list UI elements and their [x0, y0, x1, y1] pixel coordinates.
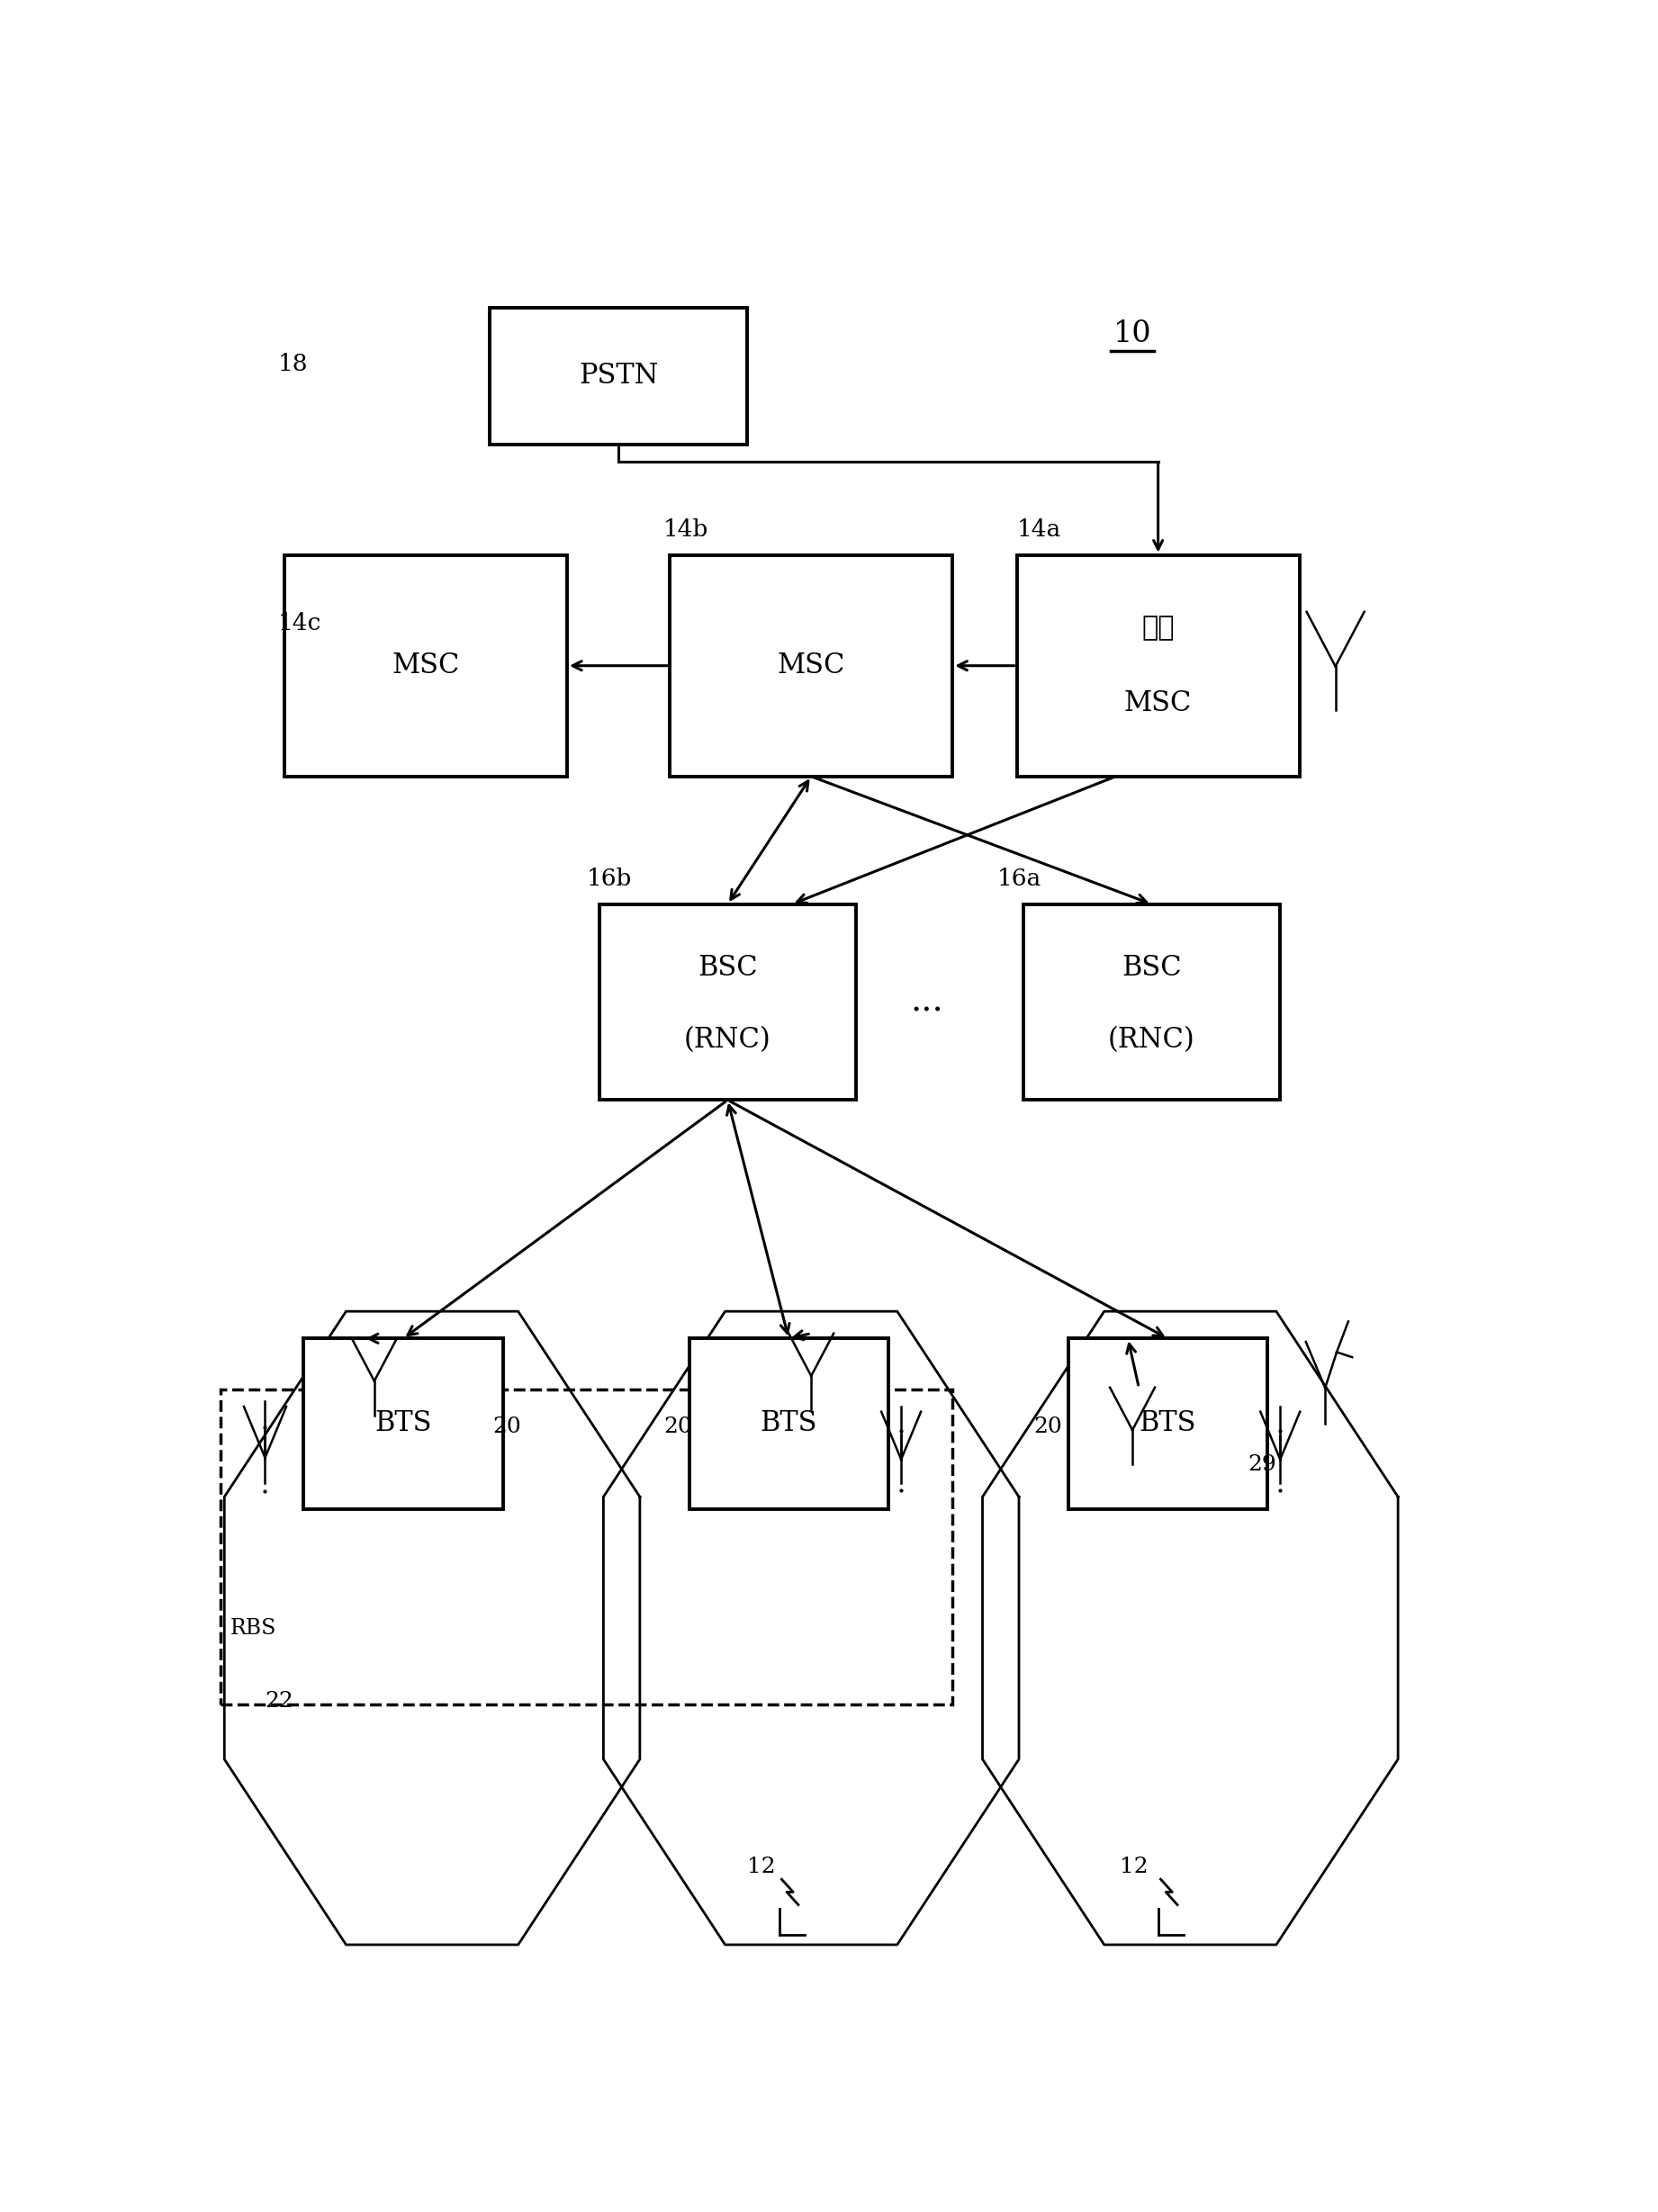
Text: 20: 20	[492, 1416, 521, 1438]
Text: 22: 22	[265, 1690, 293, 1712]
Text: (RNC): (RNC)	[685, 1026, 771, 1053]
Text: 14b: 14b	[663, 518, 708, 540]
Bar	[670, 555, 952, 776]
Text: 18: 18	[279, 354, 308, 376]
Bar	[491, 307, 746, 445]
Bar	[285, 555, 567, 776]
Bar	[1023, 905, 1280, 1099]
Text: (RNC): (RNC)	[1108, 1026, 1195, 1053]
Text: BSC: BSC	[1122, 953, 1182, 982]
Bar	[1016, 555, 1300, 776]
Text: 12: 12	[746, 1856, 776, 1876]
Text: MSC: MSC	[391, 653, 459, 679]
Text: 20: 20	[663, 1416, 691, 1438]
Text: RBS: RBS	[230, 1617, 277, 1639]
Text: BTS: BTS	[759, 1409, 817, 1438]
Text: 29: 29	[1248, 1453, 1277, 1475]
Text: BTS: BTS	[1139, 1409, 1197, 1438]
Bar	[599, 905, 856, 1099]
Text: PSTN: PSTN	[579, 363, 658, 389]
Text: 16b: 16b	[587, 867, 632, 889]
Text: BTS: BTS	[375, 1409, 431, 1438]
Text: 12: 12	[1119, 1856, 1147, 1876]
Text: 20: 20	[1033, 1416, 1063, 1438]
Text: 14c: 14c	[279, 613, 322, 635]
Text: 14a: 14a	[1016, 518, 1061, 540]
Bar	[690, 1338, 889, 1509]
Text: MSC: MSC	[1124, 690, 1192, 717]
Bar	[1068, 1338, 1267, 1509]
Text: 网关: 网关	[1142, 615, 1174, 641]
Text: MSC: MSC	[778, 653, 846, 679]
Bar	[221, 1389, 952, 1705]
Text: 16a: 16a	[998, 867, 1041, 889]
Text: BSC: BSC	[698, 953, 758, 982]
Bar	[303, 1338, 502, 1509]
Text: 10: 10	[1113, 319, 1152, 347]
Text: ...: ...	[910, 984, 943, 1018]
